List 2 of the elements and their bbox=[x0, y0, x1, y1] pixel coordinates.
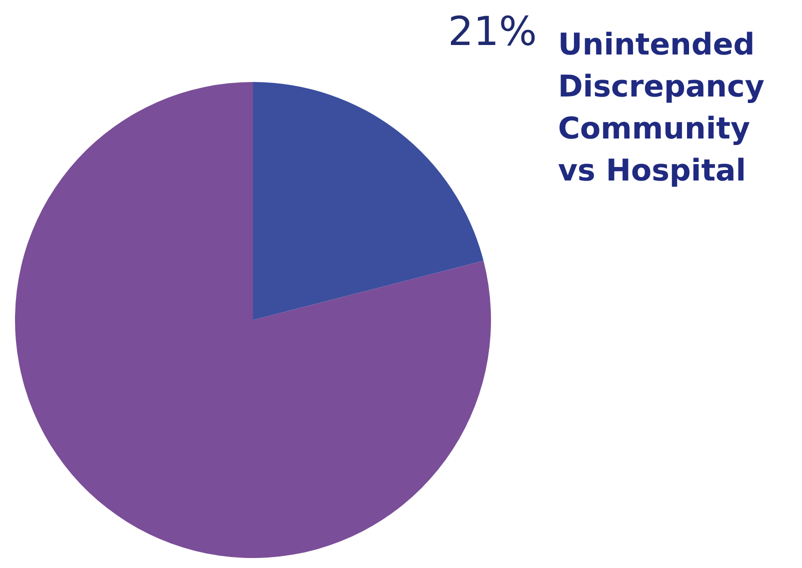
data-label: 21% bbox=[448, 9, 537, 55]
slice-label: Unintended Discrepancy Community vs Hospital bbox=[558, 28, 775, 188]
